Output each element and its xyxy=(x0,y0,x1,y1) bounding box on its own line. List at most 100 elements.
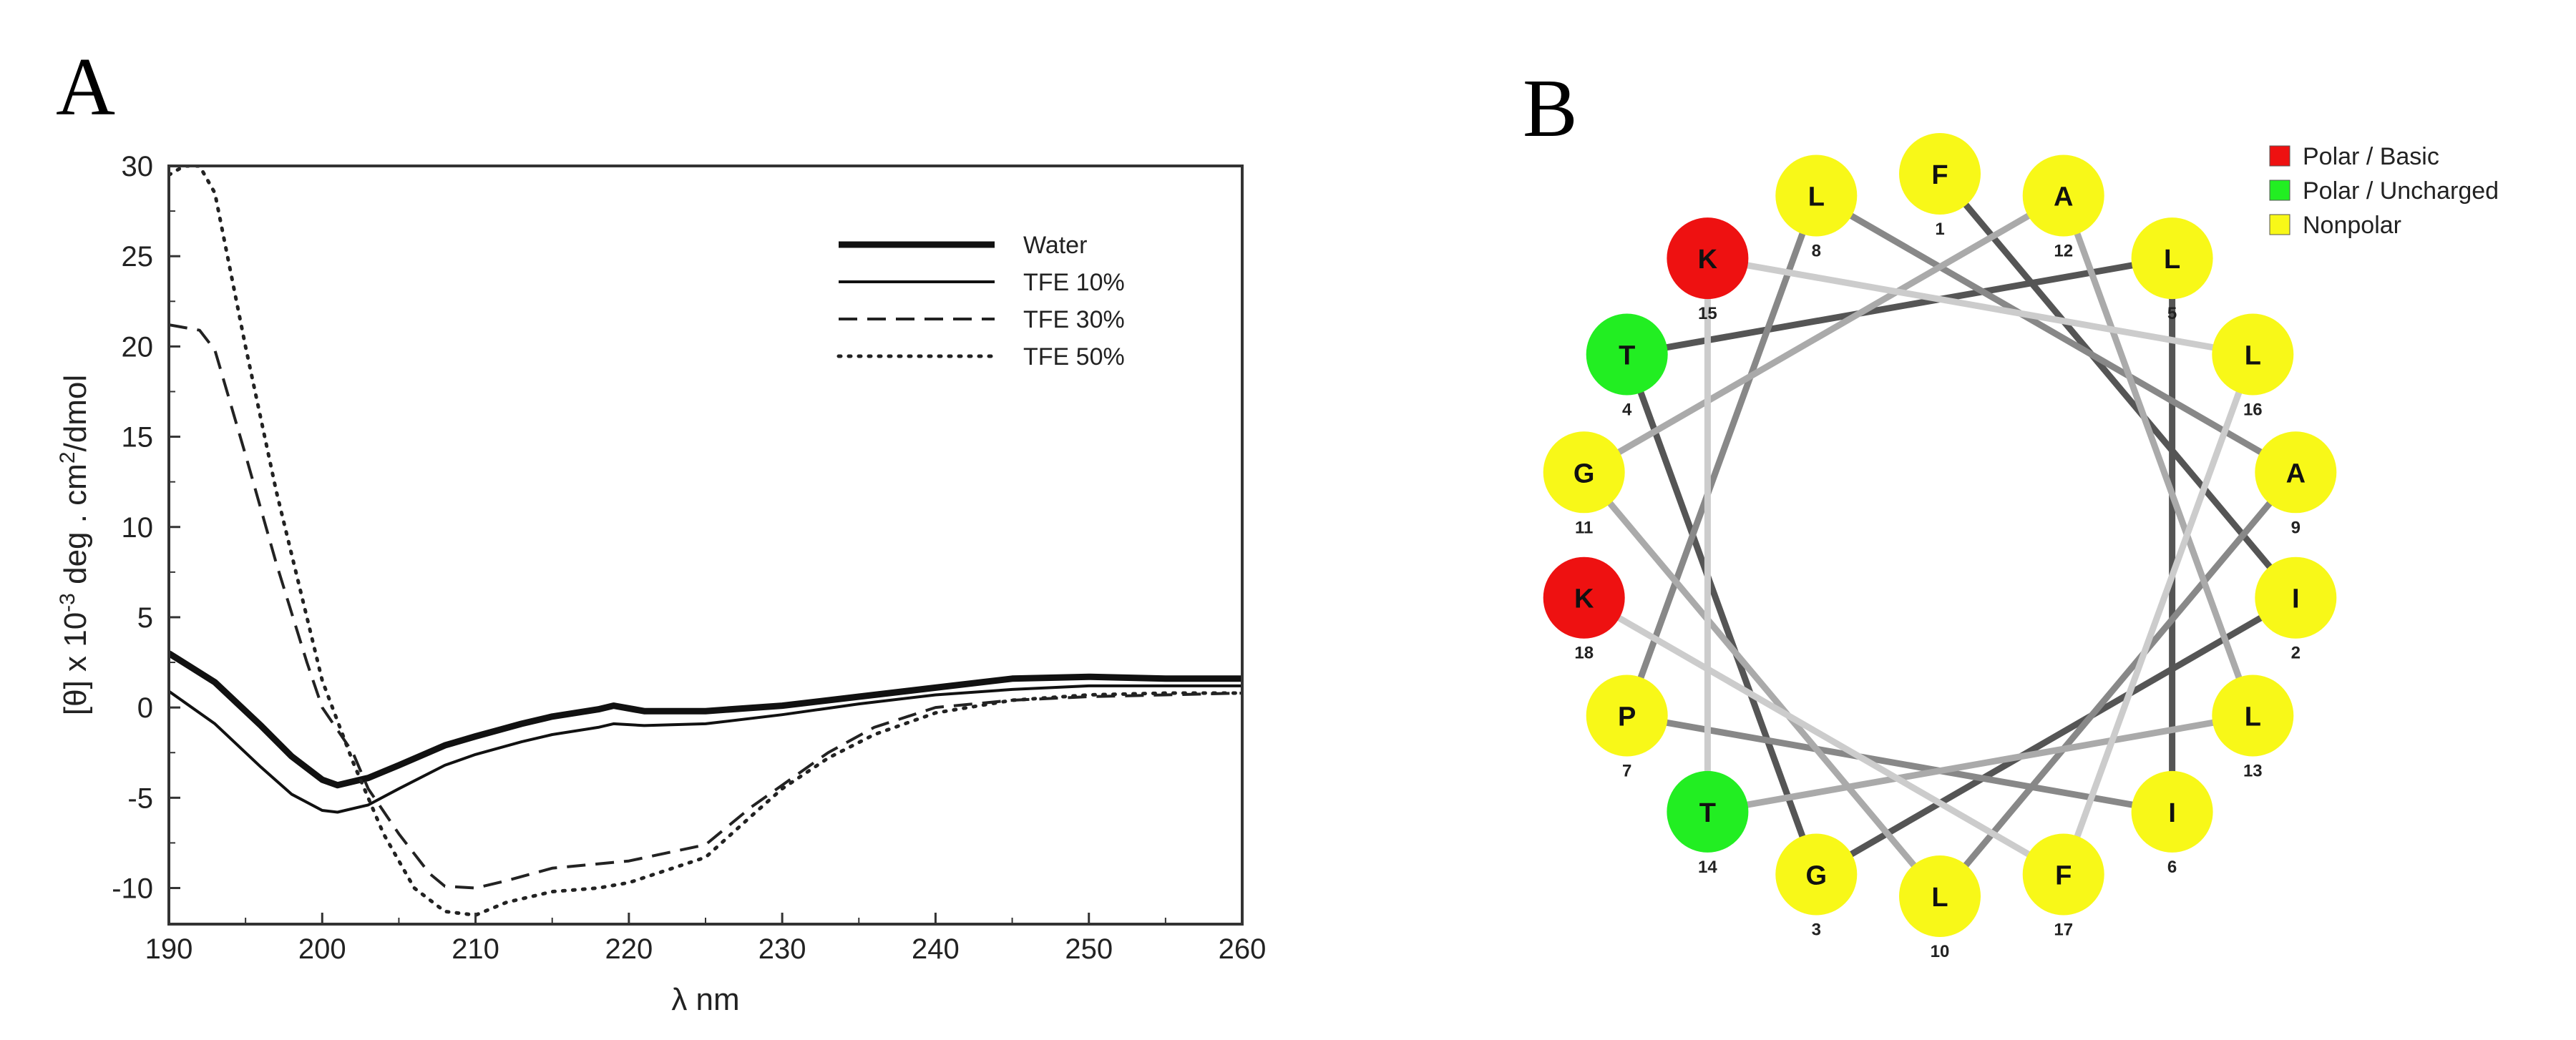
residue-number: 16 xyxy=(2243,401,2263,420)
residue-number: 7 xyxy=(1622,762,1631,781)
residue-letter: F xyxy=(1931,160,1948,190)
residue-letter: A xyxy=(2286,458,2306,489)
residue-number: 15 xyxy=(1698,304,1717,323)
residue-letter: A xyxy=(2054,182,2073,212)
residue-letter: T xyxy=(1619,341,1635,371)
y-axis-title: [θ] x 10-3 deg . cm2/dmol xyxy=(56,375,93,715)
panel-a-series-group xyxy=(169,166,1242,917)
y-tick-label: 5 xyxy=(137,602,153,634)
residue-number: 11 xyxy=(1575,518,1593,537)
y-axis-title-part: /dmol xyxy=(58,375,93,452)
residue-circle xyxy=(1775,833,1858,916)
helix-bond xyxy=(1707,255,2254,358)
residue-letter: I xyxy=(2168,798,2176,828)
residue-node: I6 xyxy=(2131,770,2213,877)
residue-number: 1 xyxy=(1935,220,1944,239)
residue-number: 10 xyxy=(1931,942,1950,961)
residue-letter: K xyxy=(1698,245,1718,275)
residue-circle xyxy=(1667,770,1749,853)
residue-number: 2 xyxy=(2291,644,2301,663)
legend-label: Polar / Basic xyxy=(2303,143,2439,170)
residue-node: F 17 xyxy=(2022,833,2104,940)
y-axis-title-part: [θ] x 10 xyxy=(58,612,93,715)
residue-node: L5 xyxy=(2131,217,2213,323)
series-line xyxy=(169,166,1242,917)
residue-circle xyxy=(2255,556,2337,639)
residue-node: A 12 xyxy=(2022,154,2104,261)
helical-wheel-bonds xyxy=(1581,172,2298,898)
y-tick-label: 15 xyxy=(122,422,154,453)
helix-bond xyxy=(1582,594,2065,878)
residue-node: T4 xyxy=(1586,313,1668,420)
residue-number: 18 xyxy=(1574,644,1594,663)
x-axis-title: λ nm xyxy=(671,982,739,1017)
residue-number: 14 xyxy=(1698,858,1717,877)
helix-bond xyxy=(1626,255,2173,358)
residue-letter: K xyxy=(1574,584,1594,614)
panel-a: A 190 200 210 220 230 240 250 260-10-5051015202… xyxy=(56,41,1266,1017)
y-tick-label: 30 xyxy=(122,151,154,182)
residue-node: L 16 xyxy=(2212,313,2294,420)
residue-node: G3 xyxy=(1775,833,1858,940)
y-axis-title-superscript: 2 xyxy=(56,451,79,463)
helix-bond xyxy=(1582,192,2065,476)
residue-number: 8 xyxy=(1812,242,1821,261)
helix-bond xyxy=(1937,172,2298,600)
residue-circle xyxy=(2131,217,2213,300)
residue-letter: L xyxy=(1808,182,1825,212)
x-tick-label: 210 xyxy=(452,933,499,965)
residue-node: F1 xyxy=(1899,133,1981,239)
helix-bond xyxy=(1626,712,2173,815)
residue-number: 17 xyxy=(2054,921,2073,940)
residue-node: K 15 xyxy=(1667,217,1749,323)
residue-node: L 10 xyxy=(1899,855,1981,961)
residue-letter: G xyxy=(1806,861,1828,891)
y-axis-title-part: deg . cm xyxy=(58,463,93,593)
y-tick-label: -5 xyxy=(127,783,153,814)
helix-bond xyxy=(1624,194,1820,717)
residue-number: 9 xyxy=(2291,518,2301,537)
x-tick-label: 260 xyxy=(1219,933,1267,965)
helix-bond xyxy=(1815,594,2298,878)
x-tick-label: 190 xyxy=(145,933,193,965)
residue-letter: G xyxy=(1574,458,1595,489)
residue-circle xyxy=(2022,154,2104,237)
residue-circle xyxy=(1543,431,1625,514)
panel-a-label: A xyxy=(56,41,115,132)
legend-label: TFE 30% xyxy=(1023,306,1125,333)
residue-circle xyxy=(1899,855,1981,937)
helix-bond xyxy=(1624,353,1820,876)
residue-letter: F xyxy=(2055,861,2072,891)
residue-letter: L xyxy=(1931,883,1948,913)
residue-node: K 18 xyxy=(1543,556,1625,663)
residue-number: 6 xyxy=(2167,858,2177,877)
legend-label: Polar / Uncharged xyxy=(2303,177,2499,205)
residue-node: T 14 xyxy=(1667,770,1749,877)
helix-bond xyxy=(2060,194,2256,717)
residue-letter: L xyxy=(2245,702,2261,732)
residue-circle xyxy=(1899,133,1981,215)
residue-number: 13 xyxy=(2243,762,2263,781)
helix-bond xyxy=(1937,470,2298,898)
helix-bond xyxy=(1707,712,2254,815)
residue-number: 3 xyxy=(1812,921,1821,940)
residue-letter: T xyxy=(1699,798,1716,828)
residue-node: L 13 xyxy=(2212,674,2294,781)
legend-label: Water xyxy=(1023,232,1087,259)
residue-letter: I xyxy=(2292,584,2300,614)
series-line xyxy=(169,650,1242,789)
residue-circle xyxy=(2131,770,2213,853)
x-tick-label: 200 xyxy=(298,933,346,965)
residue-number: 4 xyxy=(1622,401,1632,420)
residue-circle xyxy=(2255,431,2337,514)
legend-label: TFE 10% xyxy=(1023,269,1125,296)
helix-bond xyxy=(2060,353,2256,876)
helix-bond xyxy=(1815,192,2298,476)
residue-letter: L xyxy=(2164,245,2180,275)
y-tick-label: 25 xyxy=(122,241,154,273)
x-tick-label: 220 xyxy=(605,933,653,965)
legend-swatch xyxy=(2269,214,2290,235)
panel-a-legend: Water TFE 10% TFE 30% TFE 50% xyxy=(836,232,1125,371)
x-tick-label: 230 xyxy=(758,933,806,965)
